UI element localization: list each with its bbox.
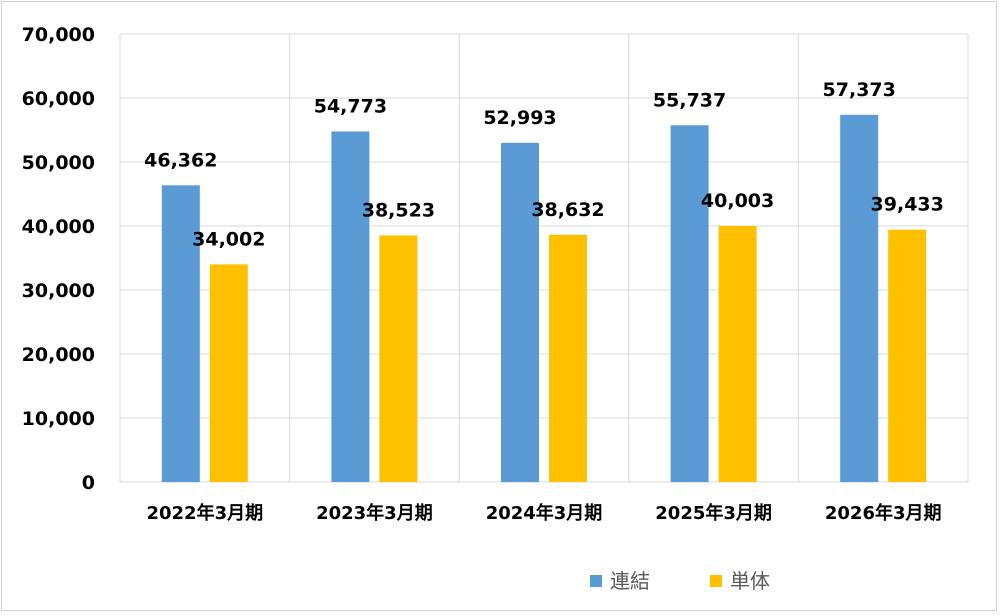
legend-label-consolidated: 連結 xyxy=(610,569,650,593)
bar-consolidated xyxy=(670,125,709,482)
bar-standalone xyxy=(209,264,248,482)
x-tick-label: 2022年3月期 xyxy=(146,502,263,524)
bars xyxy=(161,114,927,483)
y-tick-label: 0 xyxy=(82,472,95,494)
bar-consolidated xyxy=(501,142,539,483)
data-label: 39,433 xyxy=(871,194,944,216)
legend-swatch-consolidated xyxy=(590,575,602,587)
bar-standalone xyxy=(549,234,587,482)
x-tick-label: 2024年3月期 xyxy=(486,502,603,524)
data-label: 57,373 xyxy=(823,79,896,101)
bar-consolidated xyxy=(331,131,370,482)
legend-label-standalone: 単体 xyxy=(730,569,770,593)
y-tick-label: 60,000 xyxy=(22,88,95,110)
y-tick-label: 30,000 xyxy=(22,280,95,302)
data-label: 40,003 xyxy=(701,190,774,212)
x-tick-label: 2026年3月期 xyxy=(825,502,942,524)
data-labels: 46,362 34,002 54,773 38,523 52,993 38,632 55,7… xyxy=(144,79,944,251)
data-label: 54,773 xyxy=(314,95,387,117)
data-label: 52,993 xyxy=(483,107,556,129)
data-label: 38,523 xyxy=(362,199,435,221)
y-axis: 0 10,000 20,000 30,000 40,000 50,000 60,000 70,… xyxy=(22,24,95,494)
y-tick-label: 70,000 xyxy=(22,24,95,46)
x-tick-label: 2023年3月期 xyxy=(316,502,433,524)
bar-standalone xyxy=(888,229,927,482)
bar-consolidated xyxy=(840,114,879,482)
grid-lines xyxy=(119,33,969,483)
x-axis: 2022年3月期 2023年3月期 2024年3月期 2025年3月期 2026年3月期 xyxy=(146,502,941,524)
legend-swatch-standalone xyxy=(710,575,722,587)
y-tick-label: 40,000 xyxy=(22,216,95,238)
x-tick-label: 2025年3月期 xyxy=(655,502,772,524)
data-label: 38,632 xyxy=(531,199,604,221)
data-label: 46,362 xyxy=(144,149,217,171)
bar-standalone xyxy=(718,225,757,482)
bar-consolidated xyxy=(161,185,200,482)
data-label: 55,737 xyxy=(653,89,726,111)
y-tick-label: 10,000 xyxy=(22,408,95,430)
data-label: 34,002 xyxy=(192,228,265,250)
bar-standalone xyxy=(379,235,418,482)
y-tick-label: 20,000 xyxy=(22,344,95,366)
legend: 連結 単体 xyxy=(590,569,770,593)
y-tick-label: 50,000 xyxy=(22,152,95,174)
